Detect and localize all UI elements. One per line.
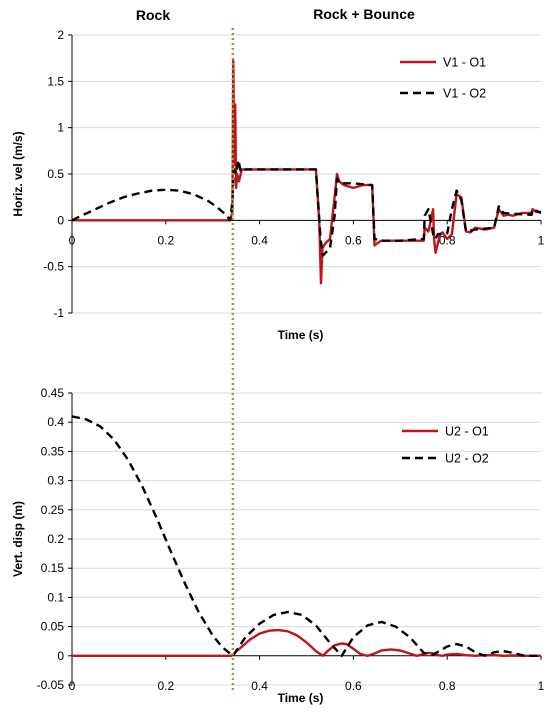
x-tick-label: 0.6 xyxy=(345,679,362,693)
x-tick-label: 0.4 xyxy=(251,679,268,693)
chart-1: -1 -0.5 0 0.5 1 1.5 2 0 0.2 0.4 0.6 0.8 1 Time (s) Hor… xyxy=(11,28,545,342)
x-tick-label: 0.2 xyxy=(157,233,174,247)
x-tick-label: 0.8 xyxy=(439,233,456,247)
legend-label: V1 - O2 xyxy=(443,87,486,101)
y-tick-label: 1.5 xyxy=(47,74,64,88)
series-line-u2-o1 xyxy=(72,628,541,657)
y-axis-label: Vert. disp (m) xyxy=(11,501,25,577)
y-tick-label: -0.05 xyxy=(37,678,65,692)
y-tick-label: 0.45 xyxy=(41,386,65,400)
legend-label: V1 - O1 xyxy=(443,56,486,70)
y-tick-label: -0.5 xyxy=(43,260,64,274)
y-tick-label: 2 xyxy=(57,28,64,42)
x-tick-label: 1 xyxy=(538,233,545,247)
legend-label: U2 - O1 xyxy=(445,425,489,439)
x-tick-label: 0.8 xyxy=(439,679,456,693)
y-tick-label: 0.35 xyxy=(41,444,65,458)
x-tick-label: 0 xyxy=(69,233,76,247)
series-line-u2-o2 xyxy=(71,415,541,657)
y-tick-label: 1 xyxy=(57,121,64,135)
y-tick-label: 0.4 xyxy=(47,415,64,429)
y-tick-label: 0 xyxy=(57,213,64,227)
y-tick-label: 0.2 xyxy=(47,532,64,546)
rock-bounce-phase-header: Rock + Bounce xyxy=(313,6,415,22)
x-axis-label: Time (s) xyxy=(278,328,324,342)
y-tick-label: 0.05 xyxy=(41,620,65,634)
y-tick-label: 0.15 xyxy=(41,561,65,575)
y-tick-label: 0.25 xyxy=(41,503,65,517)
x-tick-label: 0.2 xyxy=(157,679,174,693)
legend-label: U2 - O2 xyxy=(445,452,489,466)
y-tick-label: 0.5 xyxy=(47,167,64,181)
x-tick-label: 0.4 xyxy=(251,233,268,247)
y-tick-label: 0.1 xyxy=(47,590,64,604)
x-tick-label: 0 xyxy=(69,679,76,693)
x-tick-label: 1 xyxy=(538,679,545,693)
y-tick-label: 0.3 xyxy=(47,474,64,488)
x-axis-label: Time (s) xyxy=(278,691,324,705)
series-line-v1-o2 xyxy=(71,158,542,257)
y-tick-label: -1 xyxy=(53,306,64,320)
y-axis-label: Horiz. vel (m/s) xyxy=(11,131,25,216)
x-tick-label: 0.6 xyxy=(345,233,362,247)
y-tick-label: 0 xyxy=(57,649,64,663)
rock-phase-header: Rock xyxy=(136,7,170,23)
